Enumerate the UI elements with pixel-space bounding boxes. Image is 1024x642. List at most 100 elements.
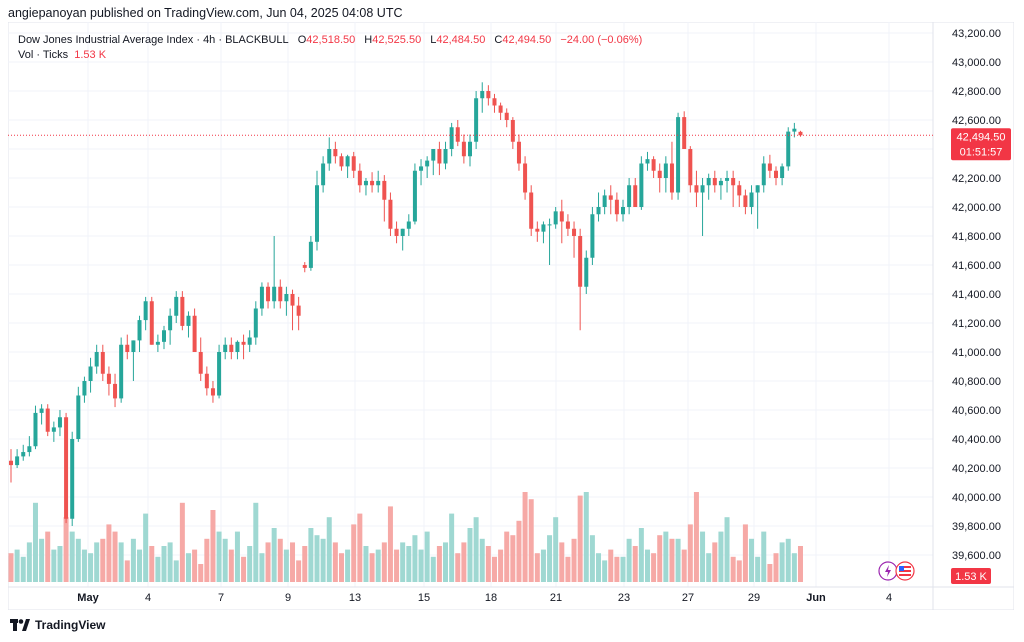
volume-bar (296, 560, 302, 582)
volume-bar (461, 542, 467, 582)
candle (547, 218, 552, 265)
volume-bar (504, 531, 510, 582)
candle (480, 82, 485, 113)
candle-body (106, 373, 111, 384)
volume-bar (620, 556, 626, 582)
candle (113, 373, 118, 408)
volume-bar (528, 499, 534, 582)
volume-bar (204, 538, 210, 582)
candle (700, 178, 705, 236)
candle (33, 405, 38, 450)
footer-brand[interactable]: TradingView (10, 618, 105, 632)
candle-body (694, 185, 699, 193)
candle-body (345, 156, 350, 167)
volume-bar (522, 492, 528, 582)
candle (449, 122, 454, 157)
volume-bar (332, 542, 338, 582)
candle (412, 163, 417, 225)
flag-stripe-icon (899, 566, 911, 568)
volume-value: 1.53 K (74, 49, 107, 61)
volume-bar (424, 531, 430, 582)
candle (27, 436, 32, 457)
price-chart[interactable]: 43,200.0043,000.0042,800.0042,600.0042,4… (8, 22, 1014, 610)
candle-body (119, 344, 124, 399)
candle-body (100, 352, 105, 374)
candle-body (198, 352, 203, 374)
candle-body (725, 178, 730, 181)
candle-body (266, 286, 271, 302)
flag-canton-icon (899, 566, 904, 571)
candle-body (210, 388, 215, 396)
candle (15, 449, 20, 468)
candle (253, 301, 258, 345)
candle (559, 199, 564, 244)
price-axis[interactable]: 43,200.0043,000.0042,800.0042,600.0042,4… (952, 28, 1001, 562)
volume-label[interactable]: Vol · Ticks (18, 49, 69, 61)
volume-bar (369, 553, 375, 582)
time-tick-label: 21 (550, 592, 562, 604)
candle-body (21, 452, 26, 457)
candle-body (382, 180, 387, 200)
candle-body (486, 91, 491, 99)
footer-brand-text: TradingView (35, 618, 106, 632)
volume-bar (571, 538, 577, 582)
volume-bar (626, 538, 632, 582)
volume-bar (406, 546, 412, 582)
candle-body (780, 166, 785, 178)
volume-bar (8, 553, 14, 582)
volume-bar (455, 553, 461, 582)
volume-bar (669, 538, 675, 582)
event-icons[interactable] (878, 561, 915, 581)
candle-body (743, 195, 748, 207)
candle-body (45, 408, 50, 432)
price-tick-label: 41,000.00 (952, 347, 1001, 359)
volume-bar (663, 531, 669, 582)
candle-body (468, 141, 472, 157)
symbol-name[interactable]: Dow Jones Industrial Average Index · 4h … (18, 34, 289, 46)
candle (694, 170, 699, 207)
candle (767, 154, 772, 178)
price-tick-label: 39,800.00 (952, 521, 1001, 533)
candle-body (431, 149, 436, 161)
time-tick-label: 29 (748, 592, 760, 604)
low-value: 42,484.50 (436, 34, 486, 46)
volume-bar (363, 546, 369, 582)
candle-body (400, 228, 405, 236)
volume-legend: Vol · Ticks 1.53 K (18, 49, 106, 61)
candle (474, 91, 479, 149)
candle (614, 192, 619, 222)
candle-body (15, 456, 20, 466)
open-label: O (297, 34, 307, 46)
time-axis[interactable]: May 4 7 9 13 15 18 21 23 27 29 Jun 4 (77, 592, 892, 604)
candle (676, 112, 681, 200)
volume-bar (198, 564, 204, 582)
volume-tag: 1.53 K (951, 568, 991, 584)
candle-body (639, 163, 644, 207)
candle-body (461, 141, 466, 157)
candle (523, 156, 528, 200)
volume-bar (161, 546, 167, 582)
candle-body (272, 286, 277, 302)
candle-body (192, 315, 197, 352)
candle (210, 381, 215, 403)
candle (119, 337, 124, 403)
candle (223, 337, 228, 360)
candle (498, 102, 503, 120)
candle-body (761, 163, 766, 186)
price-tick-label: 41,600.00 (952, 260, 1001, 272)
candle-body (357, 170, 362, 186)
volume-bar (479, 538, 485, 582)
candle (45, 404, 50, 437)
candle-body (204, 373, 209, 389)
candle (578, 228, 583, 331)
volume-bar (596, 553, 602, 582)
candle-body (712, 178, 717, 186)
volume-bar (449, 513, 455, 582)
candle (572, 221, 577, 258)
publish-header: angiepanoyan published on TradingView.co… (8, 6, 403, 20)
candle (761, 156, 766, 193)
volume-bar (797, 546, 803, 582)
volume-bar (271, 528, 277, 582)
volume-bar (143, 513, 149, 582)
volume-bar (638, 528, 644, 582)
